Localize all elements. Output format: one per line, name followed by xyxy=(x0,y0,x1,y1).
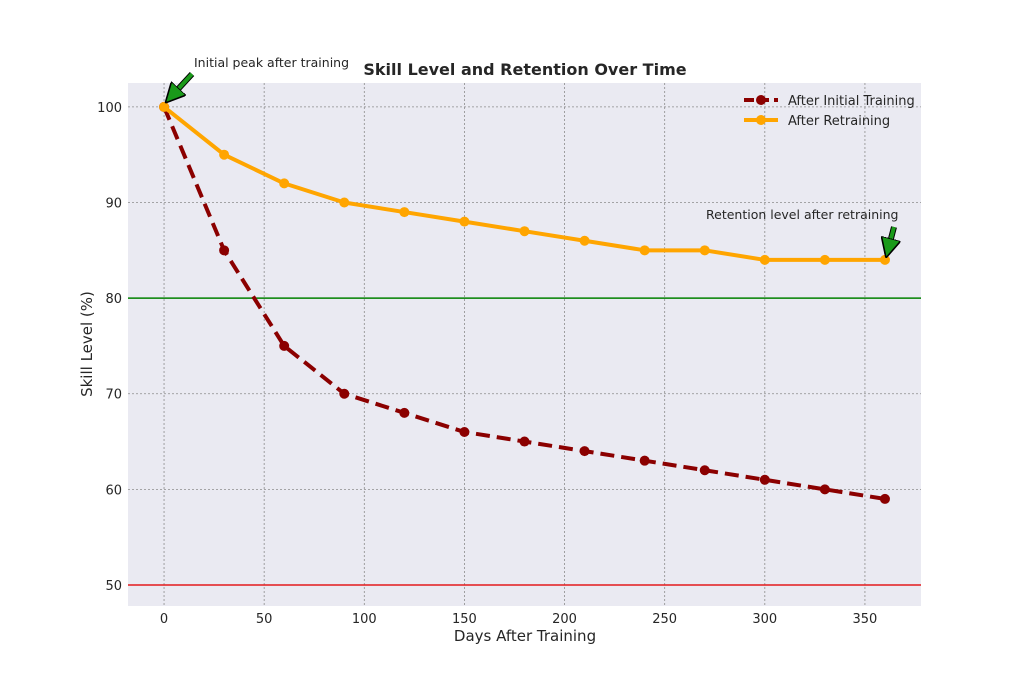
legend-label-initial: After Initial Training xyxy=(788,94,915,109)
data-point xyxy=(639,245,650,256)
data-point xyxy=(339,388,350,399)
data-point xyxy=(699,245,710,256)
data-point xyxy=(879,254,890,265)
series-layer xyxy=(159,101,890,504)
data-point xyxy=(759,254,770,265)
annotations: Initial peak after training Retention le… xyxy=(168,55,898,254)
data-point xyxy=(459,216,470,227)
y-tick-label: 50 xyxy=(105,579,122,594)
data-point xyxy=(639,455,650,466)
y-tick-label: 80 xyxy=(105,292,122,307)
x-tick-label: 50 xyxy=(256,612,273,627)
legend-marker-initial xyxy=(756,95,766,105)
data-point xyxy=(579,235,590,246)
data-point xyxy=(279,178,290,189)
data-point xyxy=(699,465,710,476)
data-point xyxy=(519,436,530,447)
data-point xyxy=(399,207,410,218)
legend-marker-retraining xyxy=(756,115,766,125)
data-point xyxy=(759,474,770,485)
data-point xyxy=(819,484,830,495)
x-tick-label: 350 xyxy=(853,612,878,627)
data-point xyxy=(159,101,170,112)
plot-area xyxy=(128,83,921,606)
x-tick-label: 100 xyxy=(352,612,377,627)
tick-labels: 0 50 100 150 200 250 300 350 50 60 70 80 90 100 xyxy=(97,101,877,627)
y-axis-label: Skill Level (%) xyxy=(78,291,96,397)
data-point xyxy=(339,197,350,208)
data-point xyxy=(219,149,230,160)
data-point xyxy=(879,493,890,504)
reference-lines xyxy=(128,297,921,586)
data-point xyxy=(819,254,830,265)
x-tick-label: 150 xyxy=(452,612,477,627)
x-tick-label: 0 xyxy=(160,612,168,627)
x-tick-label: 300 xyxy=(752,612,777,627)
y-tick-label: 90 xyxy=(105,197,122,212)
annotation-retention-arrow-fill xyxy=(887,226,894,254)
x-axis-label: Days After Training xyxy=(454,627,596,645)
y-tick-label: 70 xyxy=(105,388,122,403)
annotation-initial-peak-arrow-fill xyxy=(168,72,194,100)
legend-label-retraining: After Retraining xyxy=(788,114,890,129)
data-point xyxy=(399,407,410,418)
chart-title: Skill Level and Retention Over Time xyxy=(363,60,686,79)
legend: After Initial Training After Retraining xyxy=(744,94,915,129)
data-point xyxy=(219,245,230,256)
data-point xyxy=(459,426,470,437)
x-tick-label: 200 xyxy=(552,612,577,627)
data-point xyxy=(579,446,590,457)
annotation-retention-level: Retention level after retraining xyxy=(706,207,898,222)
y-tick-label: 60 xyxy=(105,483,122,498)
annotation-initial-peak: Initial peak after training xyxy=(194,55,349,70)
y-tick-label: 100 xyxy=(97,101,122,116)
data-point xyxy=(279,340,290,351)
data-point xyxy=(519,226,530,237)
x-tick-label: 250 xyxy=(652,612,677,627)
